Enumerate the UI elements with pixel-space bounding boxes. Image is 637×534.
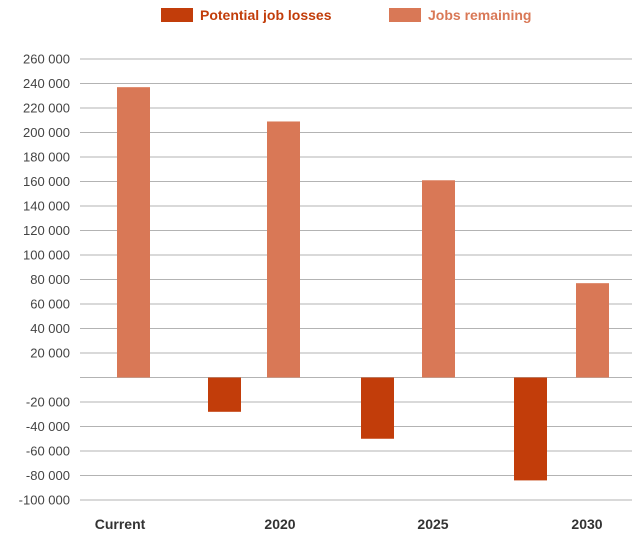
y-tick-label: 180 000 [23,150,70,165]
y-tick-label: 80 000 [30,272,70,287]
y-tick-label: 140 000 [23,199,70,214]
legend-label-potential-job-losses: Potential job losses [200,7,332,23]
y-tick-label: 20 000 [30,346,70,361]
bar-jobs-remaining-2030 [576,283,609,378]
y-tick-label: -80 000 [26,468,70,483]
legend: Potential job losses Jobs remaining [161,7,531,23]
y-tick-label: 260 000 [23,52,70,67]
x-tick-label: 2020 [264,516,295,532]
x-tick-label: 2030 [571,516,602,532]
x-axis-tick-labels: Current 2020 2025 2030 [95,516,603,532]
bar-potential-job-losses-2020 [208,377,241,412]
y-tick-label: 100 000 [23,248,70,263]
bars [117,87,609,481]
y-tick-label: -100 000 [19,493,70,508]
x-tick-label: Current [95,516,146,532]
x-tick-label: 2025 [417,516,448,532]
y-tick-label: -40 000 [26,419,70,434]
legend-swatch-jobs-remaining [389,8,421,22]
y-tick-label: -20 000 [26,395,70,410]
legend-label-jobs-remaining: Jobs remaining [428,7,531,23]
y-tick-label: 220 000 [23,101,70,116]
bar-jobs-remaining-2020 [267,121,300,378]
bar-jobs-remaining-2025 [422,180,455,378]
y-tick-label: 200 000 [23,125,70,140]
gridlines [80,58,632,501]
y-axis-tick-labels: 260 000 240 000 220 000 200 000 180 000 160 0… [19,52,70,508]
y-tick-label: 60 000 [30,297,70,312]
legend-swatch-potential-job-losses [161,8,193,22]
bar-jobs-remaining-current [117,87,150,378]
y-tick-label: 160 000 [23,174,70,189]
y-tick-label: 120 000 [23,223,70,238]
bar-potential-job-losses-2030 [514,377,547,481]
y-tick-label: -60 000 [26,444,70,459]
y-tick-label: 240 000 [23,76,70,91]
bar-potential-job-losses-2025 [361,377,394,439]
y-tick-label: 40 000 [30,321,70,336]
